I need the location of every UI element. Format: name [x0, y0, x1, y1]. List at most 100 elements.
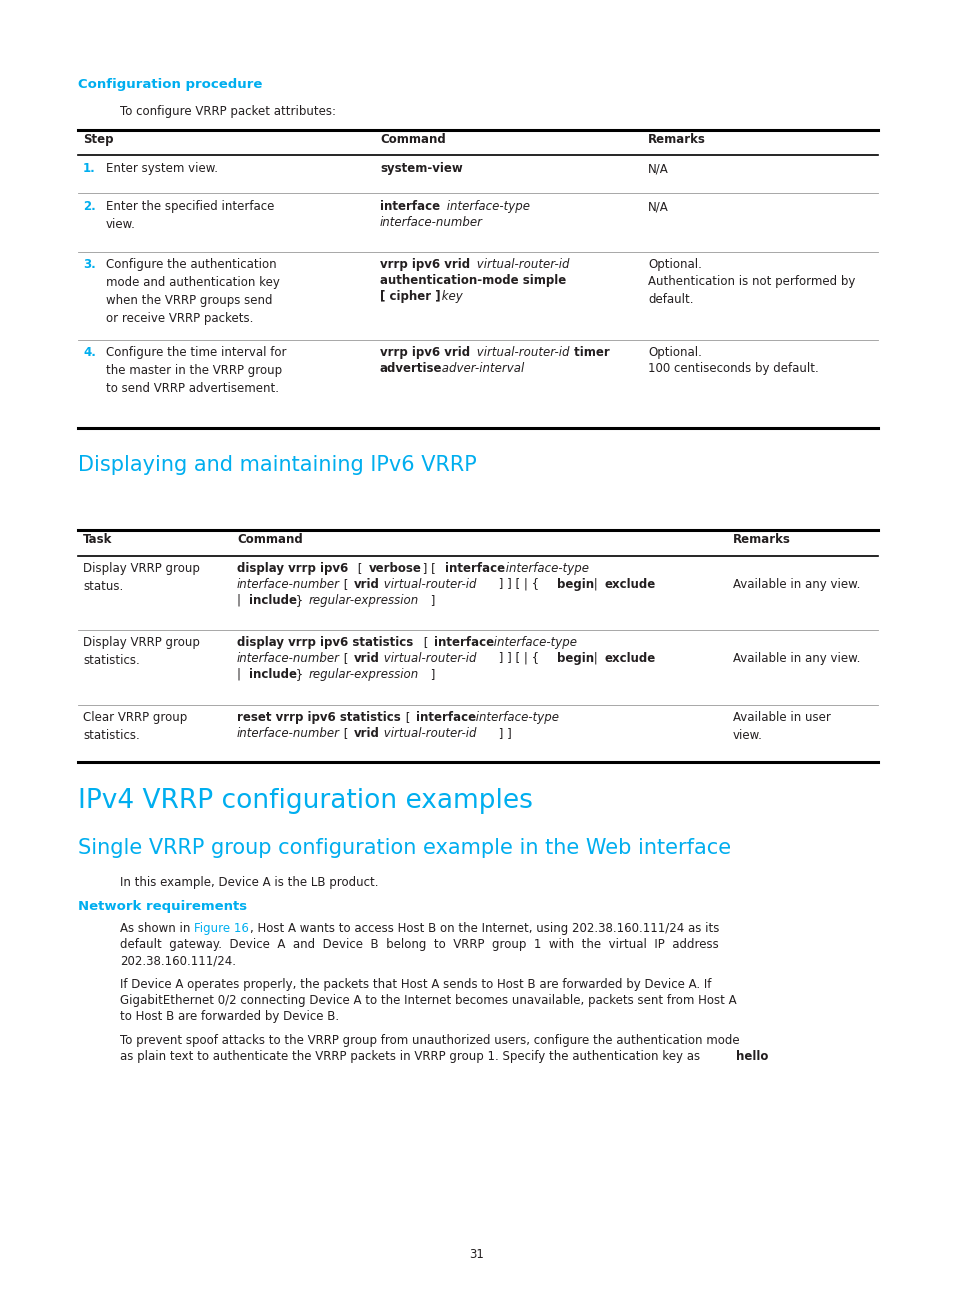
Text: ] ]: ] ] [495, 727, 511, 740]
Text: Command: Command [379, 133, 445, 146]
Text: [: [ [354, 562, 366, 575]
Text: exclude: exclude [604, 652, 656, 665]
Text: 3.: 3. [83, 258, 95, 271]
Text: vrid: vrid [354, 727, 379, 740]
Text: begin: begin [557, 652, 594, 665]
Text: as plain text to authenticate the VRRP packets in VRRP group 1. Specify the auth: as plain text to authenticate the VRRP p… [120, 1050, 703, 1063]
Text: Command: Command [236, 533, 302, 546]
Text: }: } [292, 667, 307, 680]
Text: Configure the authentication
mode and authentication key
when the VRRP groups se: Configure the authentication mode and au… [106, 258, 279, 325]
Text: In this example, Device A is the LB product.: In this example, Device A is the LB prod… [120, 876, 378, 889]
Text: hello: hello [735, 1050, 767, 1063]
Text: .: . [762, 1050, 766, 1063]
Text: system-view: system-view [379, 162, 462, 175]
Text: adver-interval: adver-interval [437, 362, 524, 375]
Text: include: include [249, 667, 296, 680]
Text: [: [ [339, 652, 352, 665]
Text: , Host A wants to access Host B on the Internet, using 202.38.160.111/24 as its: , Host A wants to access Host B on the I… [250, 921, 719, 934]
Text: interface: interface [379, 200, 439, 213]
Text: vrrp ipv6 vrid: vrrp ipv6 vrid [379, 346, 470, 359]
Text: include: include [249, 594, 296, 607]
Text: ] ] [ | {: ] ] [ | { [495, 578, 542, 591]
Text: Figure 16: Figure 16 [193, 921, 249, 934]
Text: Available in any view.: Available in any view. [732, 578, 860, 591]
Text: Display VRRP group
status.: Display VRRP group status. [83, 562, 200, 594]
Text: begin: begin [557, 578, 594, 591]
Text: [: [ [339, 578, 352, 591]
Text: Authentication is not performed by
default.: Authentication is not performed by defau… [647, 275, 855, 306]
Text: display vrrp ipv6 statistics: display vrrp ipv6 statistics [236, 636, 413, 649]
Text: Displaying and maintaining IPv6 VRRP: Displaying and maintaining IPv6 VRRP [78, 455, 476, 476]
Text: interface: interface [434, 636, 494, 649]
Text: Display VRRP group
statistics.: Display VRRP group statistics. [83, 636, 200, 667]
Text: Available in any view.: Available in any view. [732, 652, 860, 665]
Text: Clear VRRP group
statistics.: Clear VRRP group statistics. [83, 712, 187, 743]
Text: ]: ] [427, 667, 435, 680]
Text: vrid: vrid [354, 652, 379, 665]
Text: Enter the specified interface
view.: Enter the specified interface view. [106, 200, 274, 231]
Text: Available in user
view.: Available in user view. [732, 712, 830, 743]
Text: 2.: 2. [83, 200, 95, 213]
Text: [: [ [401, 712, 414, 724]
Text: authentication-mode simple: authentication-mode simple [379, 273, 566, 286]
Text: |: | [236, 594, 245, 607]
Text: Single VRRP group configuration example in the Web interface: Single VRRP group configuration example … [78, 839, 730, 858]
Text: To prevent spoof attacks to the VRRP group from unauthorized users, configure th: To prevent spoof attacks to the VRRP gro… [120, 1034, 739, 1047]
Text: to Host B are forwarded by Device B.: to Host B are forwarded by Device B. [120, 1010, 338, 1023]
Text: IPv4 VRRP configuration examples: IPv4 VRRP configuration examples [78, 788, 533, 814]
Text: [ cipher ]: [ cipher ] [379, 290, 440, 303]
Text: Remarks: Remarks [647, 133, 705, 146]
Text: interface-type: interface-type [501, 562, 588, 575]
Text: regular-expression: regular-expression [309, 594, 418, 607]
Text: Optional.: Optional. [647, 346, 701, 359]
Text: interface-type: interface-type [490, 636, 577, 649]
Text: ] ] [ | {: ] ] [ | { [495, 652, 542, 665]
Text: exclude: exclude [604, 578, 656, 591]
Text: virtual-router-id: virtual-router-id [473, 258, 569, 271]
Text: advertise: advertise [379, 362, 442, 375]
Text: key: key [437, 290, 462, 303]
Text: Step: Step [83, 133, 113, 146]
Text: 4.: 4. [83, 346, 95, 359]
Text: virtual-router-id: virtual-router-id [379, 578, 476, 591]
Text: Configure the time interval for
the master in the VRRP group
to send VRRP advert: Configure the time interval for the mast… [106, 346, 286, 395]
Text: virtual-router-id: virtual-router-id [473, 346, 569, 359]
Text: N/A: N/A [647, 162, 668, 175]
Text: 1.: 1. [83, 162, 95, 175]
Text: Optional.: Optional. [647, 258, 701, 271]
Text: Task: Task [83, 533, 112, 546]
Text: |: | [236, 667, 245, 680]
Text: interface: interface [416, 712, 476, 724]
Text: display vrrp ipv6: display vrrp ipv6 [236, 562, 348, 575]
Text: interface-number: interface-number [236, 578, 339, 591]
Text: To configure VRRP packet attributes:: To configure VRRP packet attributes: [120, 105, 335, 118]
Text: ]: ] [427, 594, 435, 607]
Text: virtual-router-id: virtual-router-id [379, 652, 476, 665]
Text: As shown in: As shown in [120, 921, 193, 934]
Text: Network requirements: Network requirements [78, 899, 247, 912]
Text: interface: interface [444, 562, 504, 575]
Text: Configuration procedure: Configuration procedure [78, 78, 262, 91]
Text: [: [ [419, 636, 432, 649]
Text: timer: timer [569, 346, 609, 359]
Text: Remarks: Remarks [732, 533, 790, 546]
Text: 100 centiseconds by default.: 100 centiseconds by default. [647, 362, 818, 375]
Text: }: } [292, 594, 307, 607]
Text: If Device A operates properly, the packets that Host A sends to Host B are forwa: If Device A operates properly, the packe… [120, 978, 711, 991]
Text: |: | [589, 578, 601, 591]
Text: interface-number: interface-number [379, 216, 482, 229]
Text: regular-expression: regular-expression [309, 667, 418, 680]
Text: N/A: N/A [647, 200, 668, 213]
Text: interface-type: interface-type [442, 200, 530, 213]
Text: vrrp ipv6 vrid: vrrp ipv6 vrid [379, 258, 470, 271]
Text: vrid: vrid [354, 578, 379, 591]
Text: [: [ [339, 727, 352, 740]
Text: ] [: ] [ [418, 562, 439, 575]
Text: reset vrrp ipv6 statistics: reset vrrp ipv6 statistics [236, 712, 400, 724]
Text: interface-type: interface-type [472, 712, 558, 724]
Text: interface-number: interface-number [236, 652, 339, 665]
Text: interface-number: interface-number [236, 727, 339, 740]
Text: 31: 31 [469, 1248, 484, 1261]
Text: Enter system view.: Enter system view. [106, 162, 218, 175]
Text: |: | [589, 652, 601, 665]
